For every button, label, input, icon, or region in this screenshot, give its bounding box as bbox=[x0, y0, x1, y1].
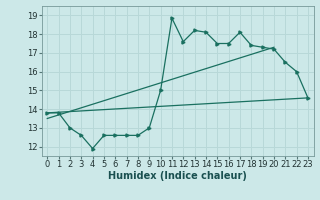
X-axis label: Humidex (Indice chaleur): Humidex (Indice chaleur) bbox=[108, 171, 247, 181]
